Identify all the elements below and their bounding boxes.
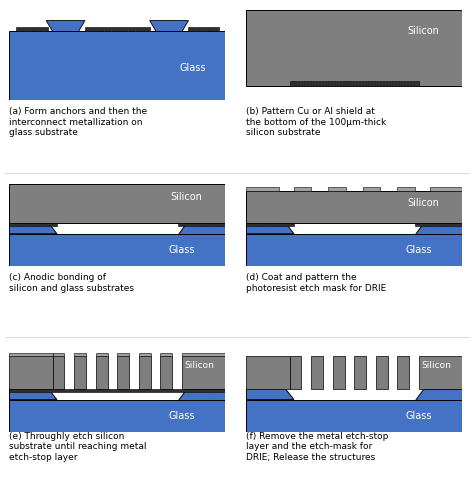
Bar bbox=[96, 353, 108, 356]
Bar bbox=[160, 353, 173, 356]
Polygon shape bbox=[9, 388, 57, 400]
Bar bbox=[139, 356, 151, 388]
Text: (f) Remove the metal etch-stop
layer and the etch-mask for
DRIE; Release the str: (f) Remove the metal etch-stop layer and… bbox=[246, 432, 389, 462]
Text: Glass: Glass bbox=[406, 245, 432, 256]
Bar bbox=[246, 400, 462, 432]
Bar bbox=[246, 190, 462, 223]
Polygon shape bbox=[9, 223, 57, 234]
Text: (b) Pattern Cu or Al shield at
the bottom of the 100μm-thick
silicon substrate: (b) Pattern Cu or Al shield at the botto… bbox=[246, 107, 387, 137]
Polygon shape bbox=[178, 388, 225, 400]
Bar bbox=[246, 356, 290, 388]
Bar bbox=[182, 353, 225, 356]
Bar bbox=[53, 356, 64, 388]
Polygon shape bbox=[415, 223, 462, 234]
Bar bbox=[9, 184, 225, 223]
Bar bbox=[118, 356, 129, 388]
Bar bbox=[415, 223, 462, 225]
Bar bbox=[9, 31, 225, 100]
Text: (a) Form anchors and then the
interconnect metallization on
glass substrate: (a) Form anchors and then the interconne… bbox=[9, 107, 147, 137]
Bar bbox=[9, 234, 225, 266]
Bar bbox=[430, 187, 462, 190]
Bar bbox=[189, 27, 219, 31]
Bar bbox=[16, 27, 48, 31]
Bar bbox=[182, 356, 225, 388]
Bar bbox=[53, 353, 64, 356]
Text: Glass: Glass bbox=[180, 62, 206, 73]
Text: (d) Coat and pattern the
photoresist etch mask for DRIE: (d) Coat and pattern the photoresist etc… bbox=[246, 273, 387, 293]
Bar bbox=[419, 356, 462, 388]
Bar bbox=[246, 223, 294, 225]
Text: Glass: Glass bbox=[406, 411, 432, 422]
Bar bbox=[9, 356, 53, 388]
Bar bbox=[74, 353, 86, 356]
Bar bbox=[139, 353, 151, 356]
Polygon shape bbox=[46, 20, 85, 31]
Text: Silicon: Silicon bbox=[407, 199, 439, 208]
Bar bbox=[160, 356, 173, 388]
Polygon shape bbox=[150, 20, 189, 31]
Text: (c) Anodic bonding of
silicon and glass substrates: (c) Anodic bonding of silicon and glass … bbox=[9, 273, 135, 293]
Bar bbox=[96, 356, 108, 388]
Bar bbox=[246, 187, 279, 190]
Text: Silicon: Silicon bbox=[407, 26, 439, 37]
Bar bbox=[376, 356, 388, 388]
Bar bbox=[290, 356, 301, 388]
Text: Silicon: Silicon bbox=[170, 192, 202, 202]
Polygon shape bbox=[246, 223, 294, 234]
Bar bbox=[178, 223, 225, 225]
Bar bbox=[9, 353, 53, 356]
Polygon shape bbox=[246, 388, 294, 400]
Text: Silicon: Silicon bbox=[421, 361, 451, 370]
Bar bbox=[246, 234, 462, 266]
Bar bbox=[363, 187, 380, 190]
Bar bbox=[397, 356, 410, 388]
Bar bbox=[355, 356, 366, 388]
Text: Glass: Glass bbox=[169, 245, 195, 256]
Bar bbox=[290, 81, 419, 85]
Bar bbox=[9, 400, 225, 432]
Bar bbox=[85, 27, 150, 31]
Bar bbox=[246, 10, 462, 85]
Bar bbox=[311, 356, 323, 388]
Bar bbox=[118, 353, 129, 356]
Bar bbox=[333, 356, 345, 388]
Bar bbox=[397, 187, 415, 190]
Polygon shape bbox=[415, 388, 462, 400]
Text: (e) Throughly etch silicon
substrate until reaching metal
etch-stop layer: (e) Throughly etch silicon substrate unt… bbox=[9, 432, 147, 462]
Bar bbox=[9, 388, 225, 391]
Bar bbox=[9, 223, 57, 225]
Bar bbox=[328, 187, 346, 190]
Bar bbox=[294, 187, 311, 190]
Bar bbox=[74, 356, 86, 388]
Polygon shape bbox=[178, 223, 225, 234]
Text: Glass: Glass bbox=[169, 411, 195, 422]
Text: Silicon: Silicon bbox=[184, 361, 214, 370]
